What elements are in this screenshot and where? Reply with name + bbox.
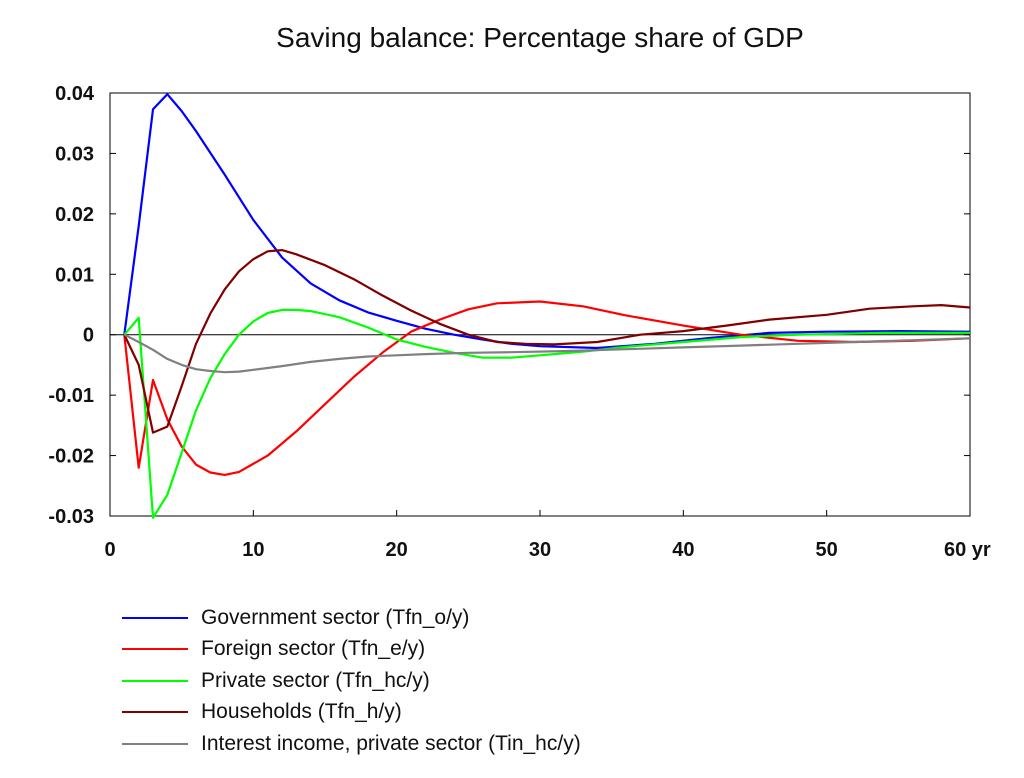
legend-label: Private sector (Tfn_hc/y): [201, 669, 430, 693]
legend-item: Foreign sector (Tfn_e/y): [122, 634, 581, 666]
x-tick-label: 40: [672, 539, 694, 561]
legend-swatch: [122, 743, 188, 745]
plot-frame: [110, 93, 970, 516]
y-tick-label: 0.04: [55, 83, 95, 105]
series-line-4: [124, 335, 970, 373]
x-tick-label: 10: [242, 539, 264, 561]
y-tick-label: 0.02: [55, 204, 94, 226]
legend-label: Government sector (Tfn_o/y): [201, 606, 469, 630]
legend-swatch: [122, 680, 188, 682]
series-line-1: [124, 302, 970, 475]
legend-label: Interest income, private sector (Tin_hc/…: [201, 732, 581, 756]
legend-item: Government sector (Tfn_o/y): [122, 602, 581, 634]
y-tick-label: -0.03: [48, 506, 94, 528]
legend-label: Foreign sector (Tfn_e/y): [201, 637, 425, 661]
x-tick-label: 20: [386, 539, 408, 561]
legend-item: Interest income, private sector (Tin_hc/…: [122, 728, 581, 760]
series-line-0: [124, 94, 970, 348]
y-tick-label: -0.02: [48, 446, 94, 468]
legend-label: Households (Tfn_h/y): [201, 700, 402, 724]
x-tick-label: 0: [104, 539, 115, 561]
y-tick-label: -0.01: [48, 385, 94, 407]
x-tick-label: 30: [529, 539, 551, 561]
legend: Government sector (Tfn_o/y) Foreign secto…: [122, 602, 581, 760]
legend-swatch: [122, 648, 188, 650]
y-tick-label: 0.03: [55, 143, 94, 165]
x-tick-label: 50: [816, 539, 838, 561]
legend-swatch: [122, 711, 188, 713]
y-tick-label: 0: [83, 325, 94, 347]
legend-item: Private sector (Tfn_hc/y): [122, 665, 581, 697]
x-tick-label: 60 yr: [944, 539, 991, 561]
legend-swatch: [122, 617, 188, 619]
line-chart: 0.04 0.03 0.02 0.01 0 -0.01 -0.02 -0.03 0 10 20 30 4…: [0, 0, 1024, 600]
legend-item: Households (Tfn_h/y): [122, 697, 581, 729]
y-tick-label: 0.01: [55, 264, 94, 286]
